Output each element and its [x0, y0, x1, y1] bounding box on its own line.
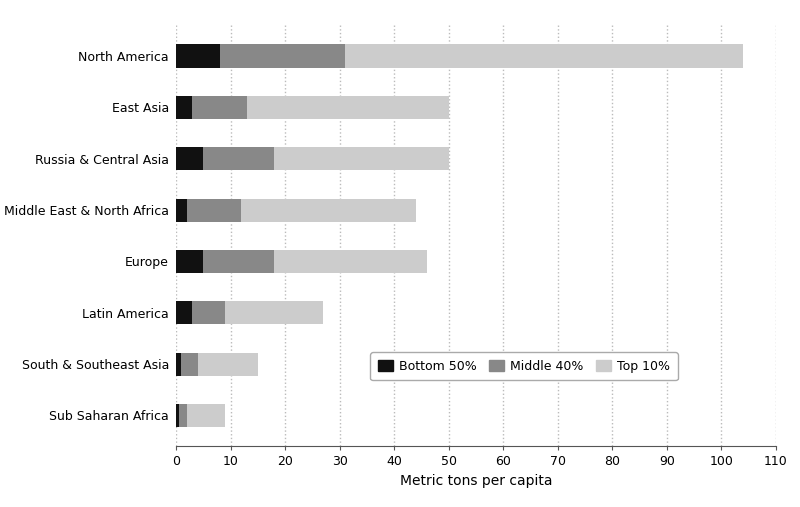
Bar	[225, 301, 323, 324]
Bar	[187, 404, 225, 427]
X-axis label: Metric tons per capita: Metric tons per capita	[400, 474, 552, 488]
Bar	[176, 147, 203, 170]
Bar	[176, 96, 192, 119]
Bar	[345, 45, 743, 67]
Bar	[274, 147, 449, 170]
Bar	[176, 250, 203, 273]
Legend: Bottom 50%, Middle 40%, Top 10%: Bottom 50%, Middle 40%, Top 10%	[370, 352, 678, 380]
Bar	[176, 404, 178, 427]
Bar	[247, 96, 449, 119]
Bar	[176, 352, 182, 376]
Bar	[274, 250, 427, 273]
Bar	[192, 96, 247, 119]
Bar	[192, 301, 225, 324]
Bar	[178, 404, 187, 427]
Bar	[203, 250, 274, 273]
Bar	[242, 199, 416, 222]
Bar	[220, 45, 345, 67]
Bar	[187, 199, 242, 222]
Bar	[176, 199, 187, 222]
Bar	[182, 352, 198, 376]
Bar	[176, 45, 220, 67]
Bar	[203, 147, 274, 170]
Bar	[176, 301, 192, 324]
Bar	[198, 352, 258, 376]
